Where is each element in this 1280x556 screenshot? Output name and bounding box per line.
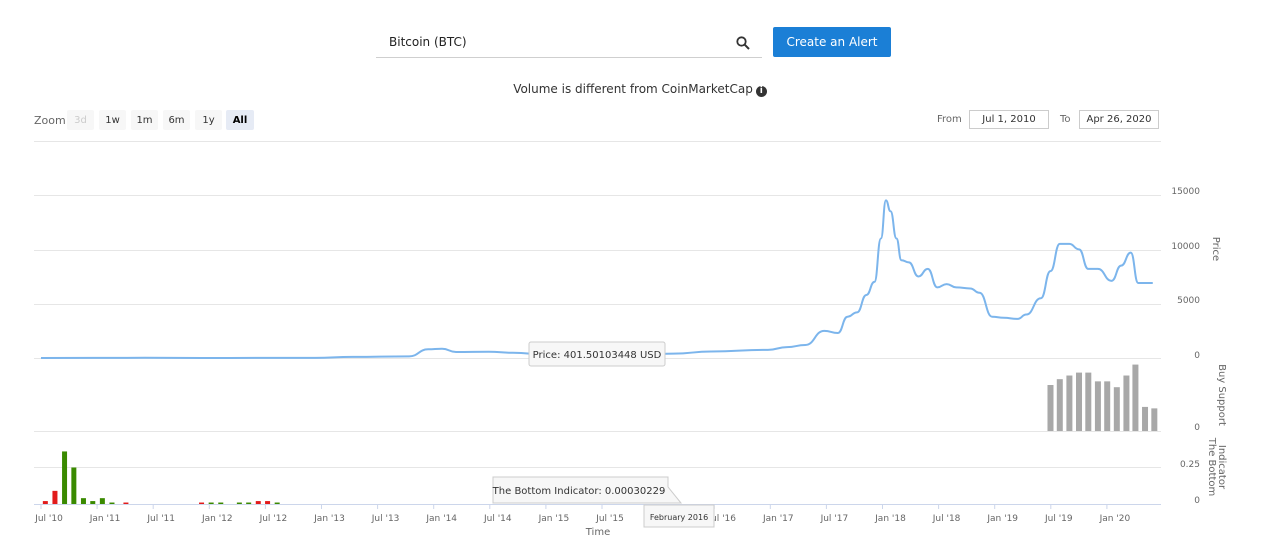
zoom-3d-button[interactable]: 3d [67, 110, 94, 130]
create-alert-button[interactable]: Create an Alert [773, 27, 891, 57]
price-series-line [40, 199, 1153, 359]
bottom-indicator-bar [80, 498, 86, 504]
y-axis-title: Buy Support [1216, 364, 1227, 426]
x-tick-label: Jan '12 [201, 514, 233, 524]
buy-support-bar [1076, 372, 1083, 431]
info-icon[interactable]: i [755, 86, 767, 97]
bottom-indicator-bar [208, 502, 214, 504]
y-axis-title: Indicator [1216, 445, 1227, 490]
zoom-1y-button[interactable]: 1y [195, 110, 222, 130]
bottom-indicator-bar [218, 502, 224, 504]
x-tick-label: Jul '11 [146, 514, 175, 524]
y-tick-label: 10000 [1171, 242, 1200, 252]
buy-support-bar [1056, 379, 1063, 431]
x-tick-label: Jan '15 [538, 514, 570, 524]
zoom-6m-button[interactable]: 6m [163, 110, 190, 130]
volume-notice: Volume is different from CoinMarketCap i [0, 82, 1280, 97]
zoom-label: Zoom [34, 114, 66, 127]
bottom-indicator-bar [246, 502, 252, 504]
from-date-input[interactable] [969, 110, 1049, 129]
y-tick-label: 5000 [1177, 296, 1200, 306]
x-tick-label: Jan '13 [313, 514, 345, 524]
crosshair-date-label: February 2016 [643, 504, 715, 528]
x-tick-label: Jul '19 [1044, 514, 1073, 524]
search-icon[interactable] [736, 36, 750, 50]
x-axis-title: Time [585, 527, 610, 538]
x-tick-label: Jan '20 [1099, 514, 1131, 524]
x-tick-label: Jan '17 [762, 514, 794, 524]
bottom-indicator-bar [109, 502, 115, 504]
buy-support-bar [1066, 375, 1073, 431]
to-label: To [1060, 114, 1071, 125]
y-tick-label: 0.25 [1180, 460, 1200, 470]
y-tick-label: 15000 [1171, 187, 1200, 197]
bottom-indicator-bar [123, 502, 129, 504]
tooltip-box [528, 341, 666, 367]
x-tick-label: Jan '11 [89, 514, 121, 524]
x-tick-label: Jul '14 [483, 514, 512, 524]
zoom-1m-button[interactable]: 1m [131, 110, 158, 130]
bottom-indicator-bar [236, 502, 242, 504]
y-tick-label: 0 [1194, 351, 1200, 361]
chart-grid [34, 141, 1161, 505]
x-tick-label: Jan '19 [986, 514, 1018, 524]
x-tick-label: Jul '12 [259, 514, 288, 524]
buy-support-bar [1047, 385, 1054, 431]
bottom-indicator-bar [52, 490, 58, 504]
crosshair-date-text: February 2016 [650, 513, 708, 522]
bottom-indicator-bar [255, 501, 261, 504]
bottom-indicator-bar [274, 502, 280, 504]
tooltip-box [492, 476, 683, 504]
crosshair-label-box [643, 504, 715, 528]
y-axis-title: The Bottom [1206, 437, 1217, 496]
bottom-indicator-bar [199, 502, 205, 504]
y-tick-label: 0 [1194, 496, 1200, 506]
chart-bars [42, 364, 1158, 504]
buy-support-bar [1104, 381, 1111, 431]
y-tick-label: 0 [1194, 423, 1200, 433]
to-date-input[interactable] [1079, 110, 1159, 129]
x-tick-label: Jul '17 [820, 514, 849, 524]
x-tick-label: Jul '15 [595, 514, 624, 524]
x-tick-label: Jan '14 [425, 514, 457, 524]
buy-support-bar [1151, 408, 1158, 431]
bottom-indicator-bar [42, 501, 48, 504]
chart-tooltips: Price: 401.50103448 USD The Bottom Indica… [492, 341, 715, 528]
buy-support-bar [1132, 364, 1139, 431]
bottom-indicator-bar [71, 467, 77, 504]
chart-axes: 15000 10000 5000 0 0 0.25 0 Price Buy Support The… [34, 187, 1227, 538]
x-tick-label: Jul '18 [932, 514, 961, 524]
bottom-indicator-bar [265, 501, 271, 504]
bottom-indicator-bar [62, 451, 68, 504]
y-axis-title: Price [1210, 237, 1221, 261]
x-tick-label: Jan '18 [874, 514, 906, 524]
x-tick-label: Jul '13 [371, 514, 400, 524]
buy-support-bar [1085, 372, 1092, 431]
bottom-indicator-bar [99, 498, 105, 504]
bottom-indicator-bar [90, 501, 96, 504]
volume-notice-text: Volume is different from CoinMarketCap [513, 82, 753, 96]
buy-support-bar [1113, 387, 1120, 431]
x-tick-label: Jul '16 [707, 514, 736, 524]
coin-search-field[interactable]: Bitcoin (BTC) [376, 26, 762, 58]
from-label: From [937, 114, 962, 125]
zoom-all-button[interactable]: All [226, 110, 254, 130]
buy-support-bar [1094, 381, 1101, 431]
bottom-indicator-tooltip-text: The Bottom Indicator: 0.00030229 [492, 486, 666, 497]
chart-line [40, 199, 1153, 359]
buy-support-bar [1123, 375, 1130, 431]
zoom-1w-button[interactable]: 1w [99, 110, 126, 130]
x-tick-label: Jul '10 [34, 514, 63, 524]
buy-support-bar [1142, 406, 1149, 431]
price-tooltip: Price: 401.50103448 USD [528, 341, 666, 367]
bottom-indicator-tooltip: The Bottom Indicator: 0.00030229 [492, 476, 683, 504]
search-input-value[interactable]: Bitcoin (BTC) [389, 35, 467, 49]
price-tooltip-text: Price: 401.50103448 USD [533, 350, 662, 361]
